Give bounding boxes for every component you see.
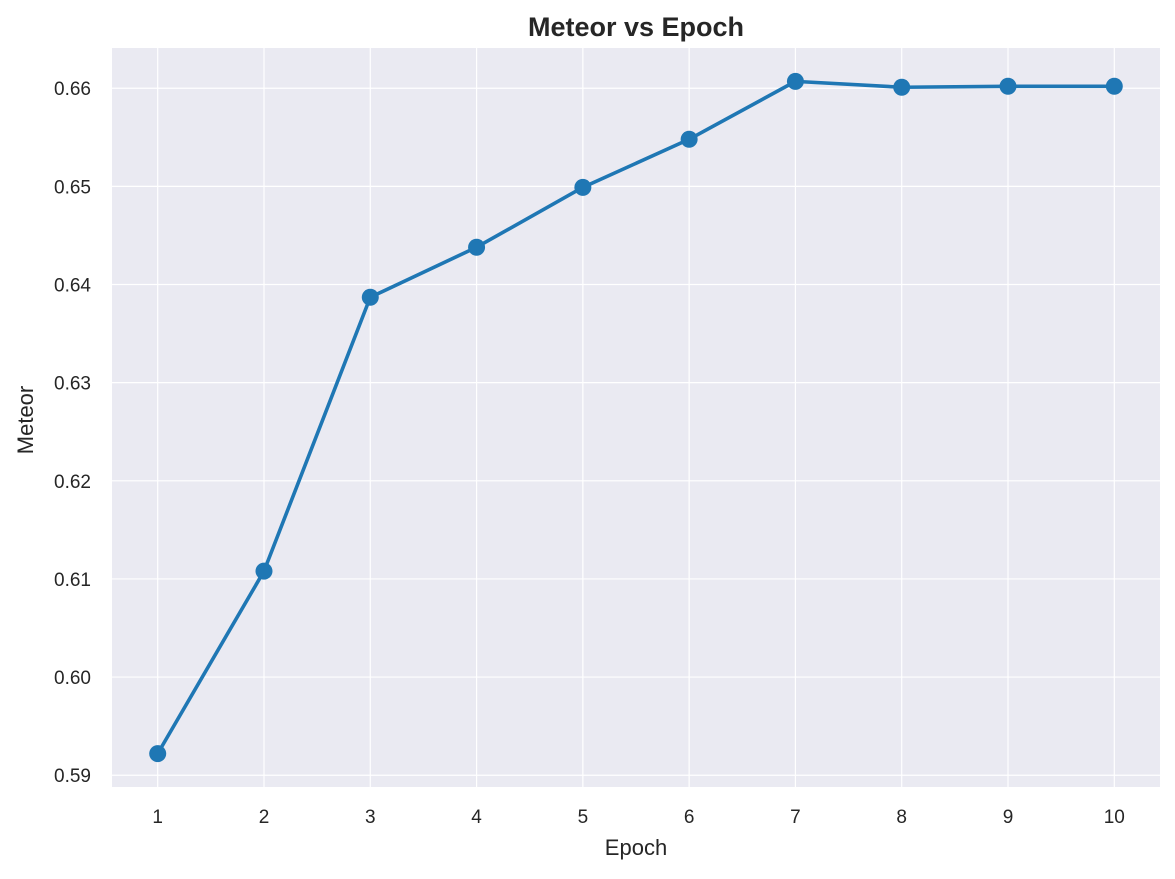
- data-point: [999, 77, 1017, 95]
- x-tick-label: 8: [896, 807, 907, 828]
- x-tick-label: 5: [578, 807, 589, 828]
- chart-title: Meteor vs Epoch: [528, 12, 744, 42]
- series-layer: [149, 72, 1123, 763]
- x-tick-label: 1: [152, 807, 163, 828]
- y-tick-label: 0.65: [54, 177, 91, 198]
- x-tick-label: 4: [471, 807, 482, 828]
- y-tick-label: 0.64: [54, 276, 91, 297]
- grid-lines: [112, 48, 1160, 787]
- data-point: [1105, 77, 1123, 95]
- data-point: [786, 72, 804, 90]
- data-point: [149, 745, 167, 763]
- series-line: [156, 79, 1115, 755]
- data-point: [574, 178, 592, 196]
- x-tick-label: 6: [684, 807, 695, 828]
- y-tick-label: 0.61: [54, 570, 91, 591]
- y-tick-label: 0.63: [54, 374, 91, 395]
- data-point: [680, 130, 698, 148]
- x-tick-label: 7: [790, 807, 801, 828]
- x-tick-label: 9: [1003, 807, 1014, 828]
- y-tick-label: 0.60: [54, 668, 91, 689]
- data-point: [893, 78, 911, 96]
- plot-area: [112, 48, 1160, 787]
- y-tick-label: 0.62: [54, 472, 91, 493]
- y-tick-label: 0.66: [54, 79, 91, 100]
- data-point: [255, 562, 273, 580]
- x-tick-labels: 1 2 3 4 5 6 7 8 9 10: [152, 807, 1124, 828]
- x-tick-label: 2: [259, 807, 270, 828]
- x-tick-label: 10: [1104, 807, 1125, 828]
- x-tick-label: 3: [365, 807, 376, 828]
- data-point: [468, 238, 486, 256]
- y-tick-label: 0.59: [54, 766, 91, 787]
- y-tick-labels: 0.59 0.60 0.61 0.62 0.63 0.64 0.65 0.66: [54, 79, 91, 787]
- data-point: [361, 288, 379, 306]
- y-axis-label: Meteor: [13, 386, 38, 454]
- x-axis-label: Epoch: [605, 835, 667, 860]
